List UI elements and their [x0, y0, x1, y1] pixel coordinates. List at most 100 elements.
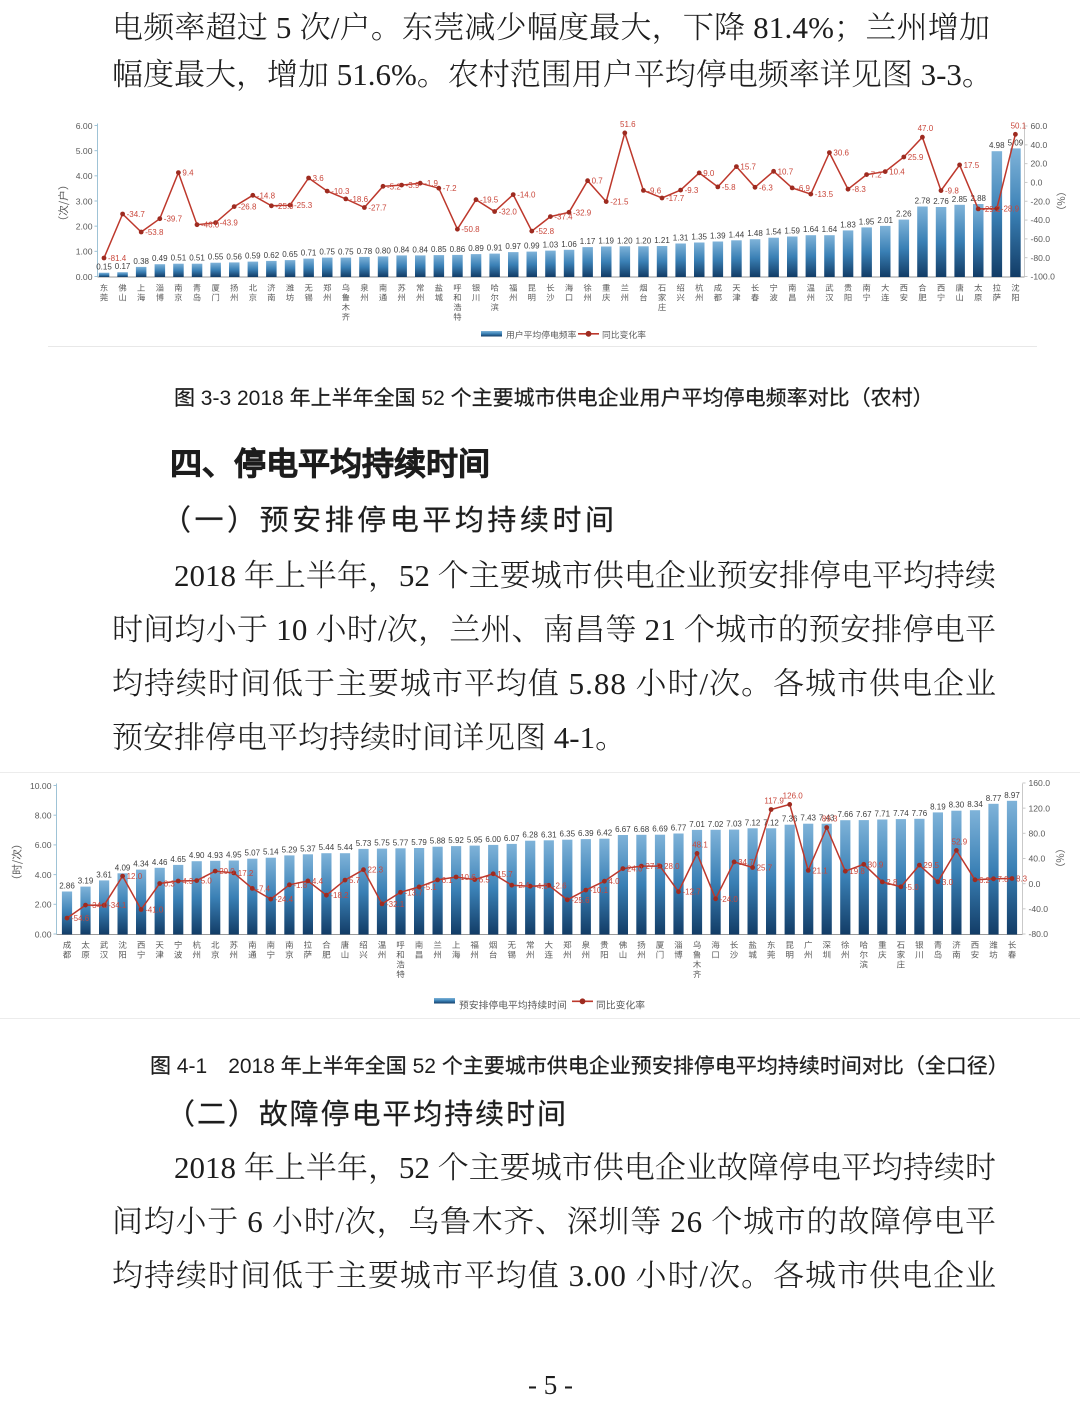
svg-text:0.62: 0.62 [264, 251, 280, 260]
svg-text:6.42: 6.42 [597, 829, 613, 838]
svg-text:6.1: 6.1 [442, 876, 454, 885]
svg-text:-80.0: -80.0 [1029, 929, 1049, 939]
svg-text:5.44: 5.44 [319, 843, 335, 852]
svg-text:8.34: 8.34 [967, 800, 983, 809]
svg-text:-20.0: -20.0 [1031, 196, 1051, 206]
svg-text:20.0: 20.0 [1031, 159, 1048, 169]
svg-text:6.5: 6.5 [479, 876, 491, 885]
svg-text:0.75: 0.75 [338, 248, 354, 257]
svg-text:0.00: 0.00 [76, 272, 93, 282]
svg-text:1.06: 1.06 [561, 240, 577, 249]
svg-text:27.9: 27.9 [645, 862, 661, 871]
svg-text:3.00: 3.00 [76, 196, 93, 206]
svg-text:7.01: 7.01 [689, 820, 705, 829]
svg-text:8.3: 8.3 [1016, 875, 1028, 884]
svg-text:15.7: 15.7 [740, 163, 756, 172]
svg-text:0.89: 0.89 [468, 244, 484, 253]
svg-text:0.56: 0.56 [226, 252, 242, 261]
svg-text:8.00: 8.00 [35, 811, 52, 821]
svg-text:8.30: 8.30 [949, 801, 965, 810]
svg-text:4.00: 4.00 [76, 171, 93, 181]
svg-text:-10.3: -10.3 [331, 187, 350, 196]
svg-text:-2.6: -2.6 [553, 881, 567, 890]
svg-text:5.92: 5.92 [448, 836, 464, 845]
svg-text:-4.0: -4.0 [534, 882, 548, 891]
svg-text:-50.8: -50.8 [461, 225, 480, 234]
svg-text:4.4: 4.4 [312, 877, 324, 886]
svg-text:120.0: 120.0 [1029, 803, 1051, 813]
svg-text:6.35: 6.35 [560, 830, 576, 839]
svg-text:-32.1: -32.1 [386, 900, 405, 909]
svg-text:52: 52 [399, 1150, 430, 1185]
svg-text:4.3: 4.3 [182, 877, 194, 886]
svg-text:17.5: 17.5 [964, 161, 980, 170]
svg-text:2.86: 2.86 [59, 882, 75, 891]
svg-text:25.7: 25.7 [757, 864, 773, 873]
svg-text:10.6: 10.6 [460, 873, 476, 882]
svg-text:-12.7: -12.7 [683, 888, 702, 897]
svg-text:89.3: 89.3 [822, 815, 838, 824]
svg-text:-26.8: -26.8 [238, 203, 257, 212]
svg-text:5.29: 5.29 [282, 845, 298, 854]
svg-text:-100.0: -100.0 [1031, 272, 1056, 282]
svg-text:2.88: 2.88 [970, 194, 986, 203]
svg-text:25.9: 25.9 [908, 153, 924, 162]
svg-text:1.31: 1.31 [673, 234, 689, 243]
svg-text:-29.2: -29.2 [982, 205, 1001, 214]
svg-text:5.7: 5.7 [349, 876, 361, 885]
svg-text:-53.8: -53.8 [145, 228, 164, 237]
svg-text:1.20: 1.20 [617, 236, 633, 245]
svg-text:26: 26 [670, 1204, 702, 1239]
svg-text:0.78: 0.78 [357, 247, 373, 256]
svg-text:7.43: 7.43 [800, 814, 816, 823]
svg-text:52: 52 [399, 558, 430, 593]
svg-text:5.88: 5.88 [569, 666, 627, 701]
svg-text:-9.6: -9.6 [647, 186, 661, 195]
svg-text:30.6: 30.6 [833, 149, 849, 158]
svg-text:5.14: 5.14 [263, 848, 279, 857]
svg-text:21.1: 21.1 [812, 866, 828, 875]
svg-text:5.75: 5.75 [374, 839, 390, 848]
svg-text:50.1: 50.1 [1011, 121, 1027, 130]
svg-text:/: / [700, 1258, 710, 1293]
svg-text:-3.9: -3.9 [406, 181, 420, 190]
svg-text:-7.4: -7.4 [256, 884, 270, 893]
svg-text:5.44: 5.44 [337, 843, 353, 852]
svg-text:0.97: 0.97 [505, 242, 521, 251]
svg-text:4-1: 4-1 [177, 1055, 207, 1078]
svg-text:-6.9: -6.9 [796, 184, 810, 193]
svg-text:7.67: 7.67 [856, 810, 872, 819]
svg-text:-14.8: -14.8 [257, 191, 276, 200]
svg-text:0.71: 0.71 [301, 249, 317, 258]
svg-text:2.01: 2.01 [877, 216, 893, 225]
svg-text:47.0: 47.0 [918, 124, 934, 133]
svg-text:12.0: 12.0 [127, 872, 143, 881]
svg-text:4.65: 4.65 [170, 855, 186, 864]
svg-text:1.21: 1.21 [654, 236, 670, 245]
svg-text:-24.0: -24.0 [720, 895, 739, 904]
svg-text:-39.7: -39.7 [164, 215, 183, 224]
svg-text:5.79: 5.79 [411, 838, 427, 847]
svg-text:9.4: 9.4 [182, 169, 194, 178]
svg-text:1.03: 1.03 [543, 241, 559, 250]
svg-text:-14.0: -14.0 [517, 191, 536, 200]
svg-text:6.00: 6.00 [76, 121, 93, 131]
svg-text:3-3 2018: 3-3 2018 [201, 387, 284, 410]
svg-text:-34.1: -34.1 [108, 901, 127, 910]
svg-text:30.9: 30.9 [868, 860, 884, 869]
svg-text:7.03: 7.03 [726, 820, 742, 829]
svg-text:-43.9: -43.9 [220, 219, 239, 228]
svg-text:7.66: 7.66 [838, 810, 854, 819]
svg-text:6.00: 6.00 [35, 840, 52, 850]
svg-text:1.64: 1.64 [803, 225, 819, 234]
svg-text:4.95: 4.95 [226, 851, 242, 860]
svg-text:21: 21 [645, 612, 676, 647]
svg-text:-32.0: -32.0 [499, 208, 518, 217]
svg-text:0.55: 0.55 [208, 253, 224, 262]
svg-text:5: 5 [276, 10, 292, 45]
svg-text:1.35: 1.35 [691, 233, 707, 242]
svg-text:0.65: 0.65 [282, 250, 298, 259]
svg-text:1.39: 1.39 [710, 232, 726, 241]
svg-text:-81.4: -81.4 [108, 254, 127, 263]
svg-text:1.59: 1.59 [784, 227, 800, 236]
